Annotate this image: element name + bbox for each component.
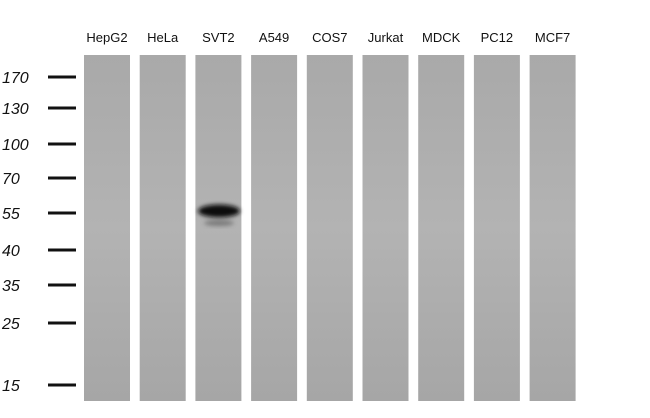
marker-label: 70 (2, 171, 20, 188)
lane (139, 55, 186, 401)
marker-label: 40 (2, 243, 20, 260)
lane (529, 55, 576, 401)
lane-label: COS7 (312, 30, 347, 45)
lane-label: HeLa (147, 30, 179, 45)
lane (195, 55, 242, 401)
marker-label: 130 (2, 101, 29, 118)
marker-label: 15 (2, 378, 20, 395)
lane-label: PC12 (481, 30, 514, 45)
lane-label: HepG2 (86, 30, 127, 45)
lane (362, 55, 409, 401)
lane (418, 55, 465, 401)
band-lower (204, 220, 234, 226)
lane (251, 55, 298, 401)
marker-label: 100 (2, 137, 29, 154)
lane-label: SVT2 (202, 30, 235, 45)
marker-label: 55 (2, 206, 20, 223)
band-main (198, 204, 240, 218)
lane (306, 55, 353, 401)
protein-band (198, 204, 240, 226)
lane-label: Jurkat (368, 30, 404, 45)
lane (84, 55, 130, 401)
marker-label: 25 (1, 316, 20, 333)
marker-label: 170 (2, 70, 29, 87)
lane-label: MCF7 (535, 30, 570, 45)
lane-label: MDCK (422, 30, 461, 45)
lane-label: A549 (259, 30, 289, 45)
lane (473, 55, 520, 401)
marker-label: 35 (2, 278, 20, 295)
